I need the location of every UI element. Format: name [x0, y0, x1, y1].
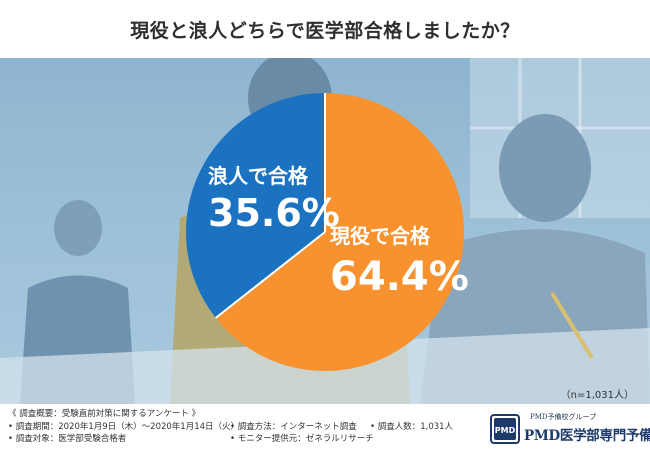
slice-label-genyaku: 現役で合格 — [330, 224, 431, 248]
logo-name-text: PMD医学部専門予備校 — [524, 428, 650, 444]
survey-provider: • モニター提供元：ゼネラルリサーチ — [230, 434, 374, 444]
title-bar: 現役と浪人どちらで医学部合格しましたか？ — [0, 0, 650, 58]
chart-title: 現役と浪人どちらで医学部合格しましたか？ — [130, 19, 520, 42]
survey-count: • 調査人数：1,031人 — [370, 421, 454, 432]
svg-text:PMD: PMD — [495, 426, 516, 435]
slice-value-ronin: 35.6% — [208, 191, 340, 235]
survey-heading: 《 調査概要：受験直前対策に関するアンケート 》 — [8, 409, 201, 419]
sample-size: （n=1,031人） — [560, 390, 634, 401]
pie-slice-divider — [215, 231, 326, 319]
survey-period: • 調査期間：2020年1月9日（木）～2020年1月14日（火） — [8, 421, 240, 432]
pie-slice-ronin — [186, 93, 325, 318]
survey-method: • 調査方法：インターネット調査 — [230, 421, 357, 432]
slice-label-ronin: 浪人で合格 — [208, 164, 309, 188]
survey-overview: 《 調査概要：受験直前対策に関するアンケート 》 • 調査期間：2020年1月9… — [8, 408, 453, 446]
pie-slice-genyaku — [215, 93, 465, 371]
pmd-logo: PMD PMD予備校グループ PMD医学部専門予備校 — [490, 410, 650, 446]
logo-group-text: PMD予備校グループ — [530, 413, 597, 421]
footer: 《 調査概要：受験直前対策に関するアンケート 》 • 調査期間：2020年1月9… — [0, 404, 650, 450]
survey-target: • 調査対象：医学部受験合格者 — [8, 434, 127, 444]
pmd-logo-icon: PMD — [490, 414, 520, 444]
slice-value-genyaku: 64.4% — [330, 254, 469, 300]
